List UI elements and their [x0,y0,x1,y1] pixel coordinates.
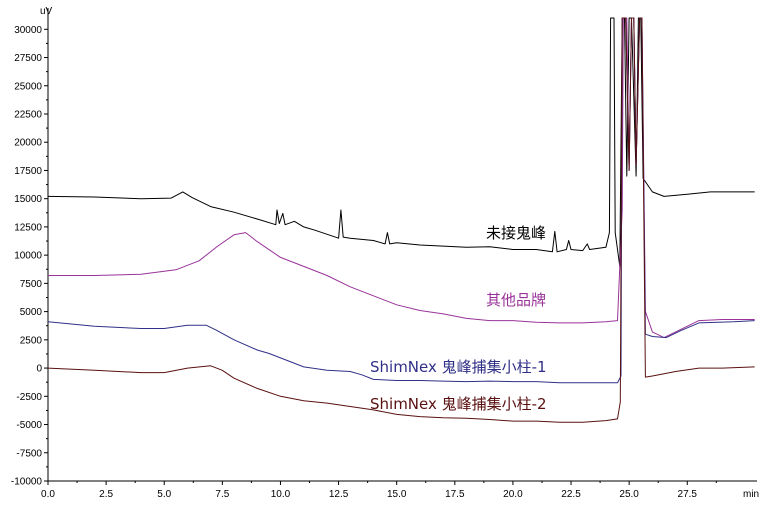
y-tick-label: 7500 [20,279,43,290]
y-tick-label: -10000 [11,477,43,488]
y-tick-label: 12500 [14,222,42,233]
y-tick-label: -2500 [16,392,42,403]
series-line-3 [47,17,755,384]
y-tick-label: 0 [36,364,42,375]
y-tick-label: 15000 [14,194,42,205]
series-label-1: 未接鬼峰 [486,224,546,242]
series-line-4 [47,17,755,423]
x-tick-label: 17.5 [445,489,465,500]
x-tick-label: 5.0 [157,489,171,500]
x-tick-label: 10.0 [271,489,291,500]
x-tick-label: 7.5 [215,489,229,500]
series-line-2 [48,17,755,339]
y-tick-label: 22500 [14,109,42,120]
y-tick-label: 20000 [14,138,42,149]
series-label-4: ShimNex 鬼峰捕集小柱-2 [370,395,547,413]
x-tick-label: 27.5 [678,489,698,500]
y-tick-label: -7500 [16,448,42,459]
x-tick-label: 25.0 [619,489,639,500]
y-tick-label: 25000 [14,81,42,92]
x-tick-label: 22.5 [561,489,581,500]
y-tick-label: 27500 [14,53,42,64]
x-tick-label: 15.0 [387,489,407,500]
x-tick-label: 2.5 [99,489,113,500]
series-label-2: 其他品牌 [486,291,546,309]
series-label-3: ShimNex 鬼峰捕集小柱-1 [370,358,547,376]
axes: 3000027500250002250020000175001500012500… [11,6,759,500]
y-tick-label: 2500 [20,335,43,346]
x-tick-label: 12.5 [329,489,349,500]
y-axis-unit-label: uV [40,6,53,17]
y-tick-label: 5000 [20,307,43,318]
x-tick-label: 0.0 [41,489,55,500]
y-tick-label: 30000 [14,25,42,36]
series-group [47,17,755,423]
y-tick-label: 10000 [14,251,42,262]
x-axis-unit-label: min [743,489,759,500]
y-tick-label: -5000 [16,420,42,431]
series-line-1 [47,17,755,267]
x-tick-label: 20.0 [503,489,523,500]
y-tick-label: 17500 [14,166,42,177]
